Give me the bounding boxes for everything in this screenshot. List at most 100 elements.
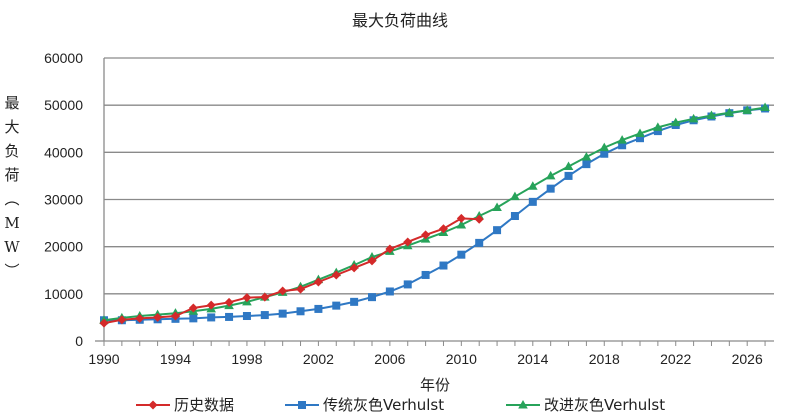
data-point	[706, 110, 717, 120]
data-point	[332, 301, 341, 310]
data-point	[349, 263, 359, 273]
x-tick-label: 2002	[303, 351, 334, 367]
data-point	[528, 181, 538, 190]
data-point	[242, 293, 252, 303]
data-point	[207, 313, 216, 322]
data-point	[331, 270, 341, 280]
data-point	[510, 212, 519, 221]
y-tick-label: 50000	[44, 97, 83, 113]
y-tick-label: 60000	[44, 50, 83, 66]
x-tick-label: 2006	[374, 351, 405, 367]
data-point	[510, 191, 520, 201]
y-axis-title-text: 最大负荷︵ M W ︶	[4, 94, 20, 280]
y-axis-title: 最大负荷︵ M W ︶	[4, 94, 20, 280]
data-point	[545, 170, 556, 180]
chart-title: 最大负荷曲线	[352, 11, 448, 30]
data-point	[724, 107, 735, 117]
legend-label: 改进灰色Verhulst	[544, 396, 665, 414]
data-point	[438, 224, 448, 234]
data-point	[457, 250, 466, 259]
legend-label: 历史数据	[174, 396, 234, 414]
data-point	[99, 318, 109, 328]
data-point	[278, 286, 288, 296]
data-point	[742, 105, 752, 114]
x-tick-label: 2010	[446, 351, 477, 367]
x-tick-label: 2018	[589, 351, 620, 367]
data-point	[368, 293, 376, 302]
data-point	[760, 102, 770, 112]
x-axis-title: 年份	[420, 376, 450, 394]
data-point	[314, 304, 323, 313]
x-tick-label: 2022	[660, 351, 691, 367]
data-point	[385, 244, 395, 254]
data-point	[528, 197, 537, 206]
data-point	[421, 270, 430, 279]
data-point	[617, 135, 627, 144]
data-point	[492, 202, 502, 212]
data-point	[385, 287, 394, 296]
data-point	[581, 152, 592, 161]
y-tick-label: 10000	[44, 286, 83, 302]
data-point	[618, 141, 627, 150]
x-tick-label: 2014	[517, 351, 548, 367]
data-point	[546, 184, 555, 193]
x-tick-label: 1998	[231, 351, 262, 367]
x-tick-label: 1994	[160, 351, 191, 367]
data-point	[296, 284, 306, 294]
series-layer	[99, 102, 770, 328]
y-tick-label: 0	[75, 333, 83, 349]
data-point	[188, 303, 198, 313]
gridlines	[104, 57, 774, 295]
legend-marker	[298, 401, 306, 409]
data-point	[189, 314, 198, 323]
series-1	[99, 213, 484, 328]
data-point	[367, 256, 377, 266]
data-point	[493, 226, 502, 235]
data-point	[135, 313, 145, 323]
data-point	[563, 161, 574, 170]
x-tick-label: 2026	[732, 351, 763, 367]
data-point	[456, 219, 467, 229]
data-point	[260, 292, 270, 302]
data-point	[350, 297, 359, 306]
data-point	[260, 311, 269, 320]
series-line	[103, 217, 480, 325]
data-point	[170, 311, 180, 321]
series-line	[104, 107, 766, 322]
data-point	[117, 315, 127, 325]
data-point	[296, 307, 305, 316]
data-point	[653, 122, 663, 131]
axes	[95, 58, 774, 342]
data-point	[582, 160, 591, 169]
legend-item: 传统灰色Verhulst	[285, 396, 444, 414]
y-tick-label: 20000	[44, 239, 83, 255]
data-point	[688, 113, 699, 123]
y-tick-label: 30000	[44, 192, 83, 208]
data-point	[636, 134, 644, 143]
data-point	[403, 237, 413, 247]
data-point	[474, 214, 484, 224]
legend-label: 传统灰色Verhulst	[323, 396, 444, 414]
y-tick-label: 40000	[44, 144, 83, 160]
legend-marker	[518, 400, 528, 409]
data-point	[224, 297, 234, 307]
series-3	[99, 102, 770, 324]
data-point	[670, 117, 681, 127]
legend-item: 历史数据	[136, 396, 234, 414]
data-point	[439, 261, 448, 270]
data-point	[278, 309, 287, 318]
data-point	[153, 312, 163, 322]
data-point	[242, 312, 251, 321]
x-tick-label: 1990	[88, 351, 119, 367]
data-point	[635, 128, 645, 137]
data-point	[600, 149, 609, 158]
legend-item: 改进灰色Verhulst	[506, 396, 665, 414]
series-2	[100, 104, 770, 325]
x-axis-ticks: 1990 1994 1998 2002 2006 2010 2014 2018 2022 2026	[88, 341, 766, 367]
data-point	[313, 277, 323, 287]
data-point	[225, 312, 234, 321]
data-point	[403, 280, 412, 289]
legend: 历史数据 传统灰色Verhulst 改进灰色Verhulst	[136, 396, 665, 414]
data-point	[599, 142, 610, 152]
